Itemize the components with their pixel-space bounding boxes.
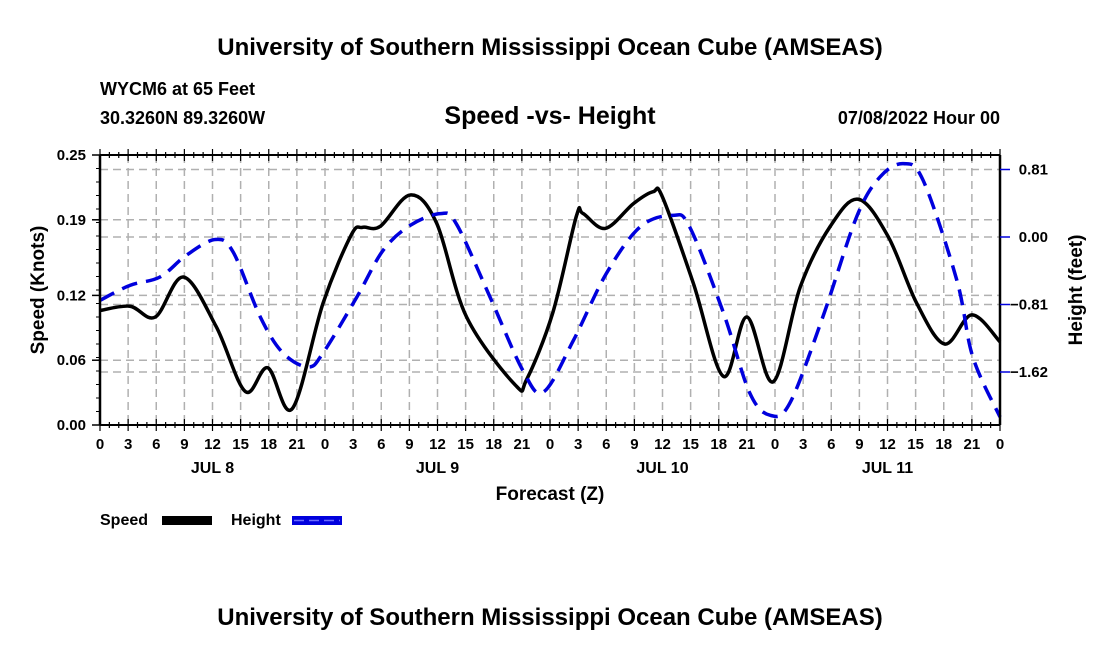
x-tick-label: 0	[96, 436, 104, 453]
x-tick-label: 6	[602, 436, 610, 453]
x-axis-label: Forecast (Z)	[496, 484, 605, 505]
chart-title: Speed -vs- Height	[444, 102, 656, 130]
x-tick-label: 12	[204, 436, 221, 453]
day-label: JUL 9	[416, 460, 459, 477]
series-line-height	[99, 161, 1002, 419]
y-axis-label: Speed (Knots)	[28, 226, 49, 355]
date-label: 07/08/2022 Hour 00	[838, 108, 1000, 128]
x-tick-label: 18	[710, 436, 727, 453]
legend-speed-label: Speed	[100, 512, 148, 529]
x-tick-label: 9	[405, 436, 413, 453]
x-tick-label: 0	[996, 436, 1004, 453]
day-label: JUL 10	[636, 460, 688, 477]
legend-height-label: Height	[231, 512, 281, 529]
x-tick-label: 21	[289, 436, 306, 453]
title-bottom: University of Southern Mississippi Ocean…	[217, 604, 882, 631]
x-tick-label: 12	[879, 436, 896, 453]
y-tick-label: 0.12	[57, 287, 86, 304]
grid	[100, 155, 1000, 425]
x-tick-label: 21	[964, 436, 981, 453]
x-tick-label: 3	[574, 436, 582, 453]
x-tick-label: 3	[349, 436, 357, 453]
y-tick-label: 0.19	[57, 212, 86, 229]
y2-tick-label: −1.62	[1010, 364, 1048, 381]
x-tick-label: 15	[457, 436, 474, 453]
title-top: University of Southern Mississippi Ocean…	[217, 34, 882, 61]
x-tick-label: 6	[152, 436, 160, 453]
legend-speed-swatch	[162, 516, 212, 525]
y2-tick-label: −0.81	[1010, 297, 1048, 314]
x-tick-label: 0	[771, 436, 779, 453]
x-tick-label: 9	[630, 436, 638, 453]
y2-tick-label: 0.00	[1019, 229, 1048, 246]
coords-label: 30.3260N 89.3260W	[100, 108, 265, 128]
x-tick-label: 15	[907, 436, 924, 453]
x-tick-label: 12	[429, 436, 446, 453]
axes: 0 3 6 9 12 15 18 21 0 3 6 9 12 15 18 21 0 3 6 9 12 15 18 21 0 3 6 9…	[57, 147, 1048, 477]
legend: Speed Height	[100, 512, 342, 529]
x-tick-label: 15	[232, 436, 249, 453]
x-tick-label: 0	[321, 436, 329, 453]
x-tick-label: 3	[124, 436, 132, 453]
y-tick-label: 0.06	[57, 352, 86, 369]
x-tick-label: 9	[855, 436, 863, 453]
y-tick-label: 0.00	[57, 417, 86, 434]
x-tick-label: 6	[827, 436, 835, 453]
x-tick-label: 15	[682, 436, 699, 453]
x-tick-label: 21	[739, 436, 756, 453]
x-tick-label: 9	[180, 436, 188, 453]
x-tick-label: 0	[546, 436, 554, 453]
x-tick-label: 18	[260, 436, 277, 453]
x-tick-label: 3	[799, 436, 807, 453]
series-line-speed	[99, 186, 1002, 413]
station-label: WYCM6 at 65 Feet	[100, 79, 255, 99]
series-layer	[99, 161, 1002, 419]
y-tick-label: 0.25	[57, 147, 86, 164]
x-tick-label: 21	[514, 436, 531, 453]
y2-tick-label: 0.81	[1019, 162, 1048, 179]
day-label: JUL 11	[862, 460, 913, 477]
x-tick-label: 12	[654, 436, 671, 453]
day-label: JUL 8	[191, 460, 234, 477]
x-tick-label: 18	[485, 436, 502, 453]
x-tick-label: 18	[935, 436, 952, 453]
x-tick-label: 6	[377, 436, 385, 453]
y2-axis-label: Height (feet)	[1066, 235, 1087, 346]
